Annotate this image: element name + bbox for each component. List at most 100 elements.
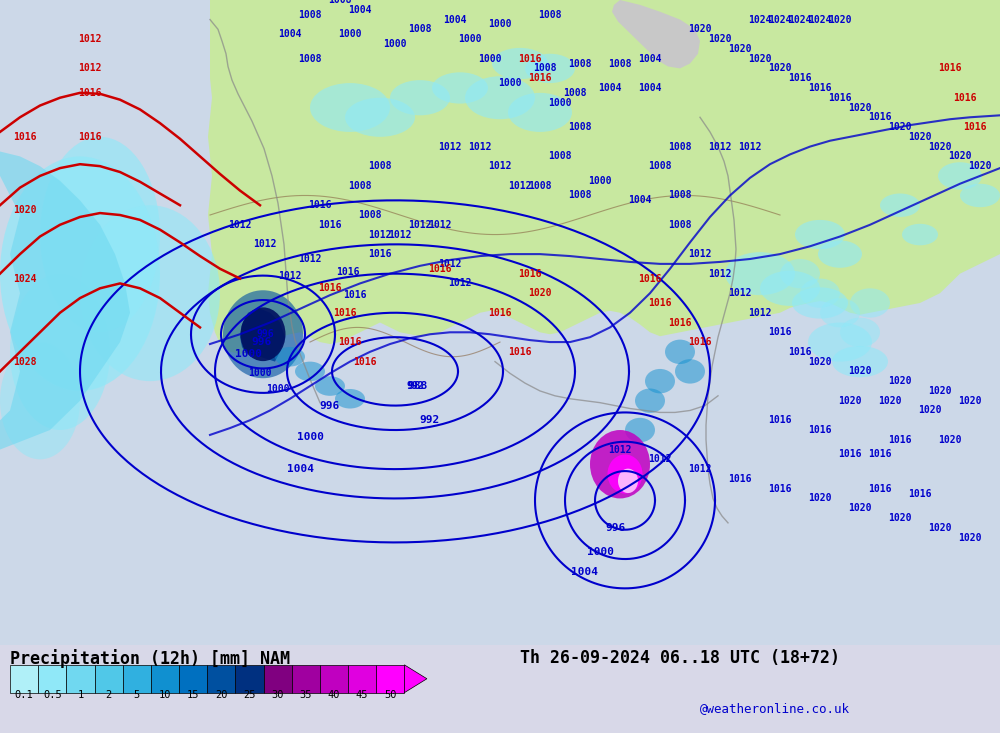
- Text: 0.5: 0.5: [43, 690, 62, 701]
- Text: 1016: 1016: [868, 449, 892, 460]
- Text: 1020: 1020: [13, 205, 37, 215]
- Text: @weatheronline.co.uk: @weatheronline.co.uk: [700, 702, 850, 715]
- Text: 1020: 1020: [938, 435, 962, 445]
- Text: 1012: 1012: [728, 288, 752, 298]
- Text: 1020: 1020: [958, 396, 982, 405]
- Text: 1000: 1000: [478, 54, 502, 64]
- Text: 992: 992: [420, 416, 440, 425]
- Ellipse shape: [625, 418, 655, 442]
- Text: 1012: 1012: [388, 229, 412, 240]
- Text: 1016: 1016: [728, 474, 752, 484]
- Ellipse shape: [310, 83, 390, 132]
- Text: 996: 996: [605, 523, 625, 533]
- Bar: [66, 665, 95, 693]
- Text: 1016: 1016: [908, 489, 932, 498]
- Text: 1004: 1004: [638, 54, 662, 64]
- Text: 1020: 1020: [948, 152, 972, 161]
- Ellipse shape: [880, 194, 920, 217]
- Text: 1016: 1016: [888, 435, 912, 445]
- Ellipse shape: [40, 137, 160, 332]
- Text: 1016: 1016: [308, 200, 332, 210]
- Text: 1016: 1016: [368, 249, 392, 259]
- Text: 1004: 1004: [628, 196, 652, 205]
- Text: 1008: 1008: [348, 181, 372, 191]
- Text: 1012: 1012: [688, 464, 712, 474]
- Text: 1004: 1004: [572, 567, 598, 577]
- Ellipse shape: [792, 287, 848, 319]
- Ellipse shape: [902, 224, 938, 246]
- Polygon shape: [612, 0, 700, 68]
- Ellipse shape: [10, 273, 110, 430]
- Text: 1004: 1004: [287, 464, 314, 474]
- Text: 1016: 1016: [518, 54, 542, 64]
- Text: 1016: 1016: [838, 449, 862, 460]
- Text: 1000: 1000: [588, 176, 612, 185]
- Text: 988: 988: [408, 381, 428, 391]
- Text: 1020: 1020: [838, 396, 862, 405]
- Text: 1004: 1004: [598, 83, 622, 93]
- Text: 1020: 1020: [968, 161, 992, 171]
- Text: 1008: 1008: [528, 181, 552, 191]
- Ellipse shape: [390, 80, 450, 115]
- Bar: [292, 665, 320, 693]
- Text: 1008: 1008: [568, 191, 592, 200]
- Ellipse shape: [275, 347, 305, 366]
- Text: 1016: 1016: [353, 357, 377, 366]
- Text: 1016: 1016: [808, 83, 832, 93]
- Ellipse shape: [820, 298, 860, 328]
- Ellipse shape: [335, 389, 365, 408]
- Text: Precipitation (12h) [mm] NAM: Precipitation (12h) [mm] NAM: [10, 649, 290, 668]
- Text: 1000: 1000: [458, 34, 482, 44]
- Text: 1012: 1012: [408, 220, 432, 229]
- Text: 25: 25: [243, 690, 256, 701]
- Text: 1028: 1028: [13, 357, 37, 366]
- Text: 1012: 1012: [438, 141, 462, 152]
- Ellipse shape: [465, 76, 535, 119]
- Text: 1016: 1016: [768, 416, 792, 425]
- Ellipse shape: [800, 279, 840, 308]
- Ellipse shape: [590, 430, 650, 498]
- Polygon shape: [210, 0, 540, 64]
- Text: Th 26-09-2024 06..18 UTC (18+72): Th 26-09-2024 06..18 UTC (18+72): [520, 649, 840, 668]
- Text: 1012: 1012: [448, 279, 472, 288]
- Ellipse shape: [665, 339, 695, 364]
- Ellipse shape: [508, 93, 572, 132]
- Text: 50: 50: [384, 690, 397, 701]
- Text: 1012: 1012: [298, 254, 322, 264]
- Ellipse shape: [240, 307, 286, 361]
- Ellipse shape: [608, 454, 642, 493]
- Bar: [207, 665, 235, 693]
- Text: 1008: 1008: [358, 210, 382, 220]
- Ellipse shape: [780, 259, 820, 288]
- Text: 1020: 1020: [748, 54, 772, 64]
- Polygon shape: [208, 0, 1000, 354]
- Text: 996: 996: [320, 401, 340, 410]
- Text: 1012: 1012: [708, 141, 732, 152]
- Text: 1020: 1020: [928, 386, 952, 396]
- Text: 1016: 1016: [963, 122, 987, 132]
- Ellipse shape: [432, 73, 488, 103]
- Text: 1016: 1016: [688, 337, 712, 347]
- Text: 1020: 1020: [688, 24, 712, 34]
- Text: 1004: 1004: [278, 29, 302, 39]
- Ellipse shape: [295, 361, 325, 381]
- Text: 1000: 1000: [586, 548, 614, 557]
- Text: 1008: 1008: [368, 161, 392, 171]
- Ellipse shape: [635, 388, 665, 413]
- Ellipse shape: [0, 342, 80, 460]
- Text: 996: 996: [252, 337, 272, 347]
- Text: 1012: 1012: [278, 270, 302, 281]
- Text: 10: 10: [159, 690, 171, 701]
- Text: 1008: 1008: [328, 0, 352, 5]
- Text: 1016: 1016: [318, 284, 342, 293]
- Ellipse shape: [645, 369, 675, 394]
- Text: 1008: 1008: [298, 10, 322, 20]
- Ellipse shape: [525, 54, 575, 83]
- Text: 1020: 1020: [728, 44, 752, 54]
- Text: 2: 2: [105, 690, 112, 701]
- Text: 1016: 1016: [668, 317, 692, 328]
- Text: 5: 5: [134, 690, 140, 701]
- Ellipse shape: [832, 346, 888, 377]
- Bar: [235, 665, 264, 693]
- Ellipse shape: [795, 220, 845, 249]
